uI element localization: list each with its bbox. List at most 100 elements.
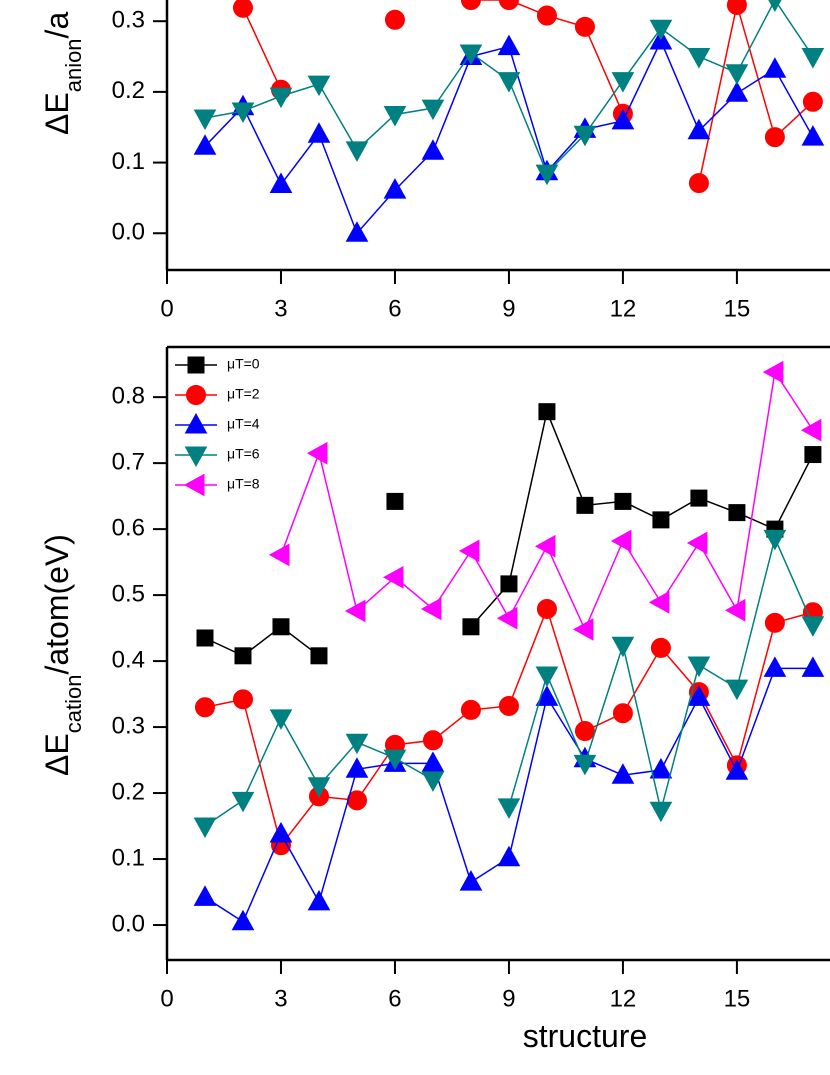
marker: [458, 539, 480, 563]
marker: [187, 356, 205, 374]
marker: [725, 64, 749, 85]
x-tick-label: 12: [610, 295, 637, 322]
marker: [383, 749, 407, 771]
marker: [497, 845, 521, 867]
marker: [687, 656, 711, 678]
marker: [800, 418, 822, 442]
marker: [687, 685, 711, 706]
marker: [268, 543, 290, 567]
marker: [310, 647, 328, 665]
marker: [459, 44, 483, 66]
marker: [460, 699, 481, 720]
marker: [500, 575, 518, 593]
marker: [231, 102, 255, 124]
marker: [496, 606, 518, 630]
y-tick-label: 0.5: [112, 580, 145, 607]
marker: [764, 612, 785, 633]
x-tick-label: 3: [274, 295, 287, 322]
marker: [724, 598, 746, 622]
marker: [649, 19, 673, 41]
marker: [421, 751, 445, 772]
marker: [193, 134, 217, 155]
marker: [498, 695, 519, 716]
marker: [686, 531, 708, 555]
marker: [186, 385, 206, 405]
marker: [196, 629, 214, 647]
y-tick-label: 0.8: [112, 382, 145, 409]
y-tick-label: 0.1: [112, 148, 145, 175]
y-tick-label: 0.3: [112, 7, 145, 34]
y-tick-label: 0.3: [112, 712, 145, 739]
marker: [460, 0, 481, 10]
marker: [763, 656, 787, 677]
marker: [611, 636, 635, 658]
y-tick-label: 0.0: [112, 219, 145, 246]
marker: [725, 759, 749, 780]
marker: [231, 791, 255, 813]
marker: [272, 618, 290, 636]
marker: [688, 173, 709, 194]
marker: [269, 87, 293, 109]
legend-label: μT=2: [227, 386, 260, 402]
legend-label: μT=6: [227, 446, 260, 462]
marker: [572, 618, 594, 641]
marker: [462, 618, 480, 636]
series-line: [242, 0, 814, 184]
marker: [763, 529, 787, 551]
x-tick-label: 12: [610, 985, 637, 1012]
marker: [610, 529, 632, 553]
y-tick-label: 0.1: [112, 844, 145, 871]
marker: [611, 108, 635, 130]
y-tick-label: 0.7: [112, 448, 145, 475]
marker: [345, 757, 369, 778]
marker: [184, 446, 208, 468]
marker: [345, 141, 369, 162]
marker: [194, 697, 215, 718]
marker: [421, 99, 445, 121]
marker: [801, 656, 825, 677]
marker: [307, 889, 331, 911]
marker: [573, 754, 597, 776]
marker: [234, 647, 252, 665]
y-tick-label: 0.0: [112, 910, 145, 937]
marker: [726, 0, 747, 15]
series-line: [204, 39, 814, 235]
marker: [535, 164, 559, 186]
marker: [232, 0, 253, 18]
legend-label: μT=0: [227, 356, 260, 372]
marker: [725, 679, 749, 701]
marker: [764, 127, 785, 148]
marker: [649, 801, 673, 823]
y-axis-label-part: anion: [61, 38, 86, 92]
marker: [193, 817, 217, 839]
legend-label: μT=8: [227, 476, 260, 492]
marker: [345, 733, 369, 755]
marker: [536, 5, 557, 26]
legend-label: μT=4: [227, 416, 260, 432]
marker: [497, 72, 521, 93]
marker: [306, 441, 328, 465]
marker: [231, 909, 255, 931]
marker: [193, 885, 217, 906]
marker: [652, 511, 670, 529]
marker: [383, 106, 407, 127]
marker: [649, 757, 673, 779]
y-tick-label: 0.6: [112, 514, 145, 541]
y-axis-label: ΔEcation/atom(eV): [39, 534, 86, 776]
marker: [269, 172, 293, 193]
marker: [611, 763, 635, 784]
plot-area: [193, 0, 825, 242]
marker: [650, 637, 671, 658]
marker: [690, 489, 708, 507]
marker: [687, 48, 711, 69]
marker: [576, 496, 594, 514]
marker: [804, 446, 822, 464]
y-axis-label-part: ΔE: [39, 92, 75, 135]
y-tick-label: 0.2: [112, 778, 145, 805]
marker: [386, 492, 404, 510]
marker: [382, 565, 404, 589]
marker: [459, 870, 483, 891]
marker: [763, 57, 787, 78]
x-tick-label: 0: [160, 295, 173, 322]
